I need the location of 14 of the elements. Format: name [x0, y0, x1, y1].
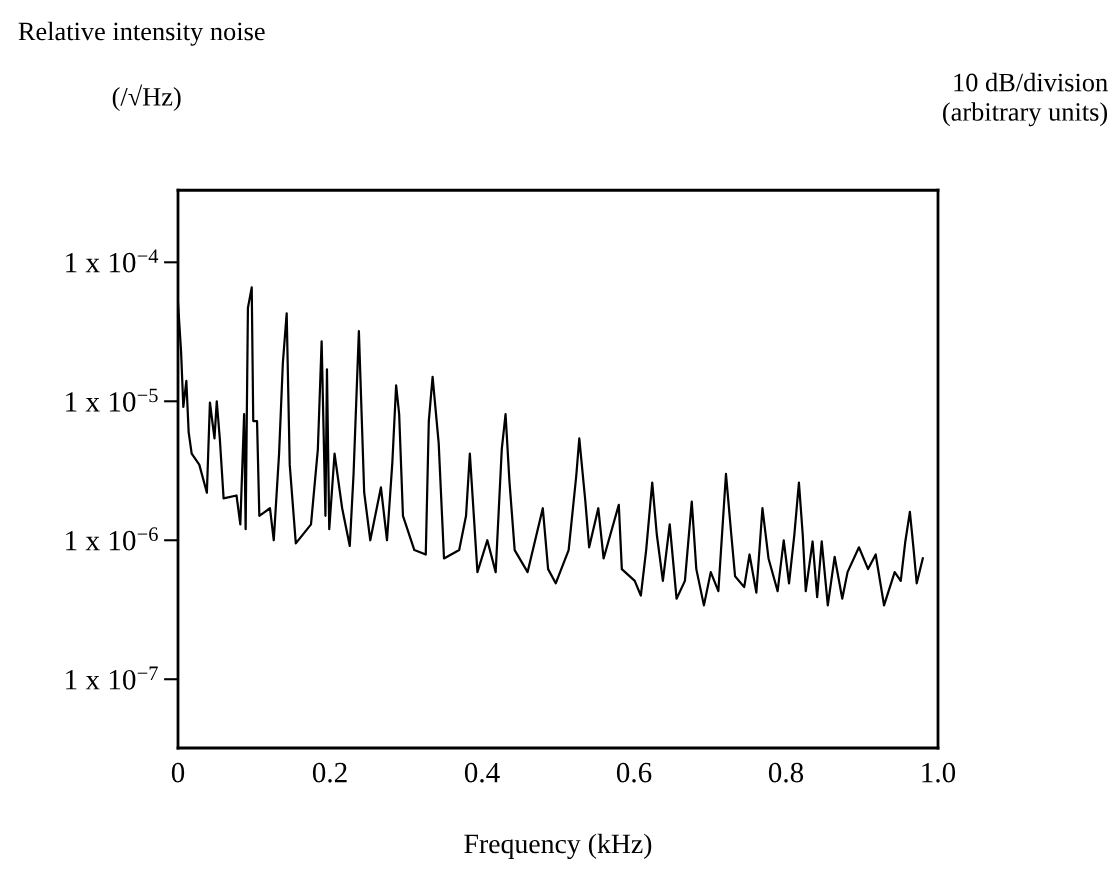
- y-tick-label: 1 x 10$^{−4}$: [66, 249, 159, 273]
- y-tick-label: 1 x 10$^{−6}$: [66, 527, 158, 551]
- x-tick-label: 0: [171, 762, 185, 783]
- y-tick-label: 1 x 10$^{−5}$: [66, 388, 158, 412]
- x-tick-label: 0.4: [464, 762, 500, 783]
- x-tick-label: 0.8: [768, 762, 804, 783]
- x-tick-label: 1.0: [922, 762, 956, 783]
- y2-axis-title: 10 dB/division (arbitrary units): [943, 72, 1108, 127]
- y-tick-label: 1 x 10$^{−7}$: [66, 666, 158, 690]
- x-tick-label: 0.2: [312, 762, 347, 783]
- chart-title: Relative intensity noise: [18, 21, 265, 46]
- x-tick-label: 0.6: [616, 762, 652, 783]
- x-axis-title: Frequency (kHz): [464, 833, 652, 859]
- y-axis-title: (/√Hz): [112, 84, 181, 112]
